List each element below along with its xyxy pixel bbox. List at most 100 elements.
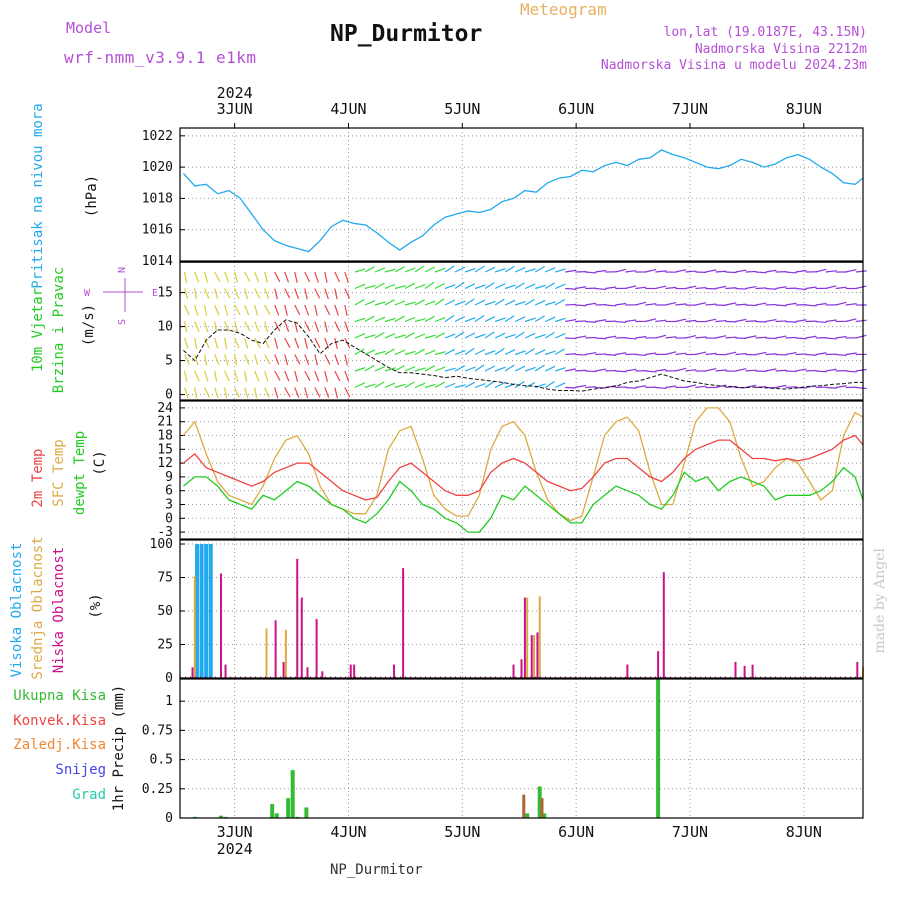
wind-barb bbox=[524, 332, 536, 339]
x-tick-label-bottom: 6JUN bbox=[558, 823, 594, 841]
wind-barb bbox=[404, 267, 416, 273]
wind-barb bbox=[605, 286, 617, 290]
wind-barb bbox=[314, 387, 321, 398]
wind-barb bbox=[695, 385, 707, 389]
wind-barb bbox=[244, 354, 250, 365]
wind-barb bbox=[394, 300, 406, 306]
wind-barb bbox=[554, 283, 566, 290]
mid-cloud-bar bbox=[193, 576, 196, 678]
wind-barb bbox=[374, 365, 386, 372]
wind-barb bbox=[244, 387, 249, 399]
wind-barb bbox=[384, 367, 396, 372]
wind-barb bbox=[555, 367, 566, 372]
wind-barb bbox=[424, 334, 436, 339]
wind-barb bbox=[354, 332, 366, 339]
wind-barb bbox=[665, 351, 677, 356]
wind-barb bbox=[354, 382, 366, 389]
wind-barb bbox=[544, 350, 556, 356]
wind-barb bbox=[795, 368, 807, 372]
wind-barb bbox=[454, 266, 466, 273]
low-cloud-bar bbox=[743, 665, 746, 678]
y-tick-label: 5 bbox=[165, 354, 173, 369]
wind-barb bbox=[755, 336, 767, 339]
wind-barb bbox=[635, 353, 647, 357]
wind-barb bbox=[264, 271, 268, 283]
wind-barb bbox=[203, 304, 208, 316]
wind-barb bbox=[183, 370, 188, 382]
wind-barb bbox=[284, 288, 291, 299]
wind-barb bbox=[264, 288, 270, 299]
y-tick-label: 0 bbox=[165, 511, 173, 526]
x-tick-label-bottom: 8JUN bbox=[786, 823, 822, 841]
wind-barb bbox=[725, 351, 737, 356]
wind-barb bbox=[304, 288, 308, 300]
wind-barb bbox=[565, 353, 577, 356]
wind-barb bbox=[344, 321, 349, 333]
low-cloud-bar bbox=[734, 661, 737, 678]
wind-barb bbox=[414, 333, 426, 339]
wind-barb bbox=[755, 320, 767, 323]
wind-barb bbox=[274, 387, 279, 399]
wind-barb bbox=[234, 387, 240, 398]
wind-barb bbox=[224, 354, 229, 366]
wind-barb bbox=[184, 304, 190, 316]
wind-barb bbox=[585, 370, 597, 373]
dewpoint-line bbox=[183, 466, 864, 533]
wind-barb bbox=[735, 303, 747, 306]
wind-barb bbox=[514, 381, 525, 389]
wind-barb bbox=[304, 370, 311, 381]
wind-barb bbox=[484, 266, 496, 273]
station-title: NP_Durmitor bbox=[330, 21, 483, 47]
wind-barb bbox=[585, 336, 597, 339]
wind-barb bbox=[344, 370, 350, 382]
total-precip-bar bbox=[304, 807, 309, 818]
wind-barb bbox=[514, 266, 526, 273]
wind-barb bbox=[444, 382, 456, 389]
wind-barb bbox=[635, 286, 647, 290]
precip-unit: 1hr Precip (mm) bbox=[111, 685, 127, 811]
low-cloud-bar bbox=[219, 573, 222, 678]
wind-barb bbox=[324, 337, 330, 349]
wind-barb bbox=[855, 319, 867, 323]
x-tick-label-top: 5JUN bbox=[444, 100, 480, 118]
y-tick-label: 0 bbox=[165, 811, 173, 826]
wind-barb bbox=[454, 384, 466, 389]
wind-barb bbox=[805, 304, 817, 307]
wind-barb bbox=[845, 303, 857, 306]
wind-barb bbox=[504, 333, 516, 339]
mid-cloud-bar bbox=[265, 628, 268, 678]
high-cloud-bar bbox=[199, 544, 204, 678]
wind-barb bbox=[605, 369, 617, 372]
wind-barb bbox=[565, 269, 577, 273]
wind-barb bbox=[274, 271, 281, 283]
low-cloud-bar bbox=[856, 661, 859, 678]
wind-barb bbox=[274, 304, 280, 316]
wind-barb bbox=[444, 284, 456, 290]
wind-barb bbox=[635, 335, 647, 339]
wind-barb bbox=[184, 354, 190, 365]
wind-barb bbox=[524, 317, 536, 323]
low-cloud-bar bbox=[523, 597, 526, 678]
wind-barb bbox=[795, 319, 807, 323]
wind-barb bbox=[524, 268, 536, 273]
wind-barb bbox=[575, 384, 587, 389]
wind-barb bbox=[615, 302, 627, 306]
wind-barb bbox=[735, 318, 747, 323]
wind-barb bbox=[705, 318, 717, 323]
wind-barb bbox=[615, 352, 627, 356]
temp-2m-line bbox=[183, 434, 864, 501]
panel-frame bbox=[179, 678, 864, 819]
wind-barb bbox=[504, 315, 515, 323]
wind-barb bbox=[765, 287, 777, 290]
wind-barb bbox=[705, 367, 717, 372]
y-tick-label: 0.25 bbox=[142, 782, 173, 797]
wind-barb bbox=[354, 367, 366, 372]
wind-barb bbox=[474, 284, 486, 290]
wind-barb bbox=[484, 282, 495, 290]
x-tick-label-bottom: 7JUN bbox=[672, 823, 708, 841]
panel-frame bbox=[179, 127, 864, 262]
x-tick-label-top: 6JUN bbox=[558, 100, 594, 118]
wind-barb bbox=[264, 337, 270, 349]
wind-barb bbox=[304, 304, 310, 316]
wind-barb bbox=[605, 304, 617, 307]
